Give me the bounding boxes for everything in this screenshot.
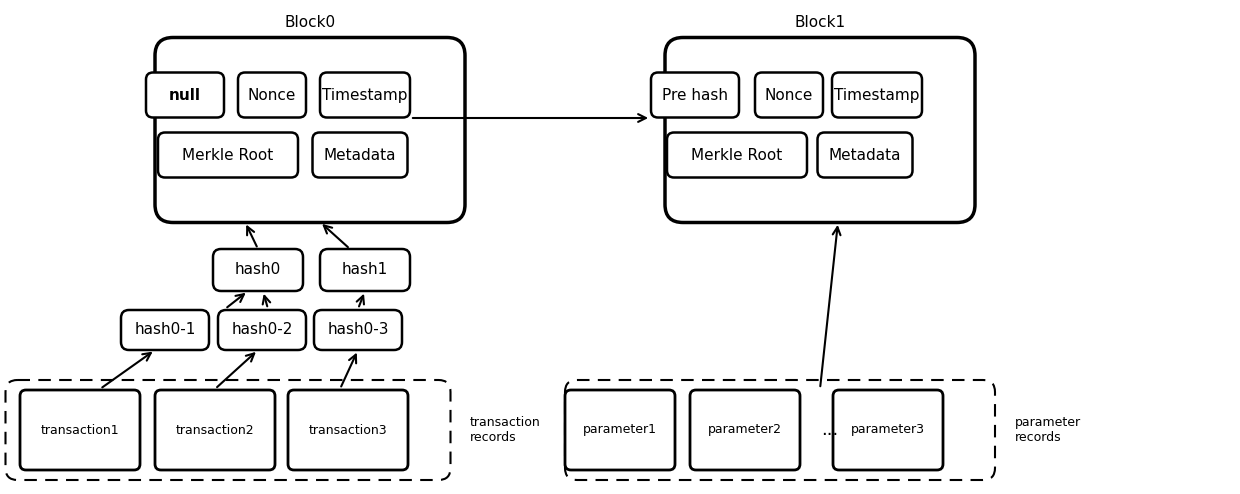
Text: transaction2: transaction2 [176, 423, 254, 437]
Text: transaction3: transaction3 [309, 423, 387, 437]
FancyBboxPatch shape [665, 38, 975, 222]
FancyBboxPatch shape [238, 73, 306, 118]
Text: Pre hash: Pre hash [662, 87, 728, 102]
FancyBboxPatch shape [146, 73, 224, 118]
Text: Timestamp: Timestamp [835, 87, 920, 102]
FancyBboxPatch shape [20, 390, 140, 470]
FancyBboxPatch shape [320, 73, 410, 118]
Text: hash0: hash0 [234, 262, 281, 278]
Text: transaction1: transaction1 [41, 423, 119, 437]
Text: parameter
records: parameter records [1016, 416, 1081, 444]
Text: parameter2: parameter2 [708, 423, 782, 437]
FancyBboxPatch shape [122, 310, 210, 350]
Text: ...: ... [821, 421, 838, 439]
Text: Metadata: Metadata [324, 148, 397, 163]
Text: null: null [169, 87, 201, 102]
FancyBboxPatch shape [689, 390, 800, 470]
FancyBboxPatch shape [667, 132, 807, 177]
FancyBboxPatch shape [213, 249, 303, 291]
Text: parameter1: parameter1 [583, 423, 657, 437]
Text: Block1: Block1 [795, 14, 846, 30]
FancyBboxPatch shape [755, 73, 823, 118]
FancyBboxPatch shape [565, 390, 675, 470]
FancyBboxPatch shape [218, 310, 306, 350]
Text: Nonce: Nonce [765, 87, 813, 102]
Text: hash0-2: hash0-2 [232, 323, 293, 337]
Text: Block0: Block0 [284, 14, 336, 30]
Text: Metadata: Metadata [828, 148, 901, 163]
Text: parameter3: parameter3 [851, 423, 925, 437]
FancyBboxPatch shape [312, 132, 408, 177]
FancyBboxPatch shape [833, 390, 942, 470]
FancyBboxPatch shape [817, 132, 913, 177]
FancyBboxPatch shape [155, 390, 275, 470]
Text: hash0-3: hash0-3 [327, 323, 389, 337]
FancyBboxPatch shape [320, 249, 410, 291]
FancyBboxPatch shape [157, 132, 298, 177]
FancyBboxPatch shape [651, 73, 739, 118]
Text: Merkle Root: Merkle Root [182, 148, 274, 163]
FancyBboxPatch shape [832, 73, 923, 118]
Text: Nonce: Nonce [248, 87, 296, 102]
Text: hash0-1: hash0-1 [134, 323, 196, 337]
FancyBboxPatch shape [288, 390, 408, 470]
FancyBboxPatch shape [5, 380, 450, 480]
FancyBboxPatch shape [565, 380, 994, 480]
Text: transaction
records: transaction records [470, 416, 541, 444]
FancyBboxPatch shape [155, 38, 465, 222]
Text: Merkle Root: Merkle Root [692, 148, 782, 163]
FancyBboxPatch shape [314, 310, 402, 350]
Text: hash1: hash1 [342, 262, 388, 278]
Text: Timestamp: Timestamp [322, 87, 408, 102]
